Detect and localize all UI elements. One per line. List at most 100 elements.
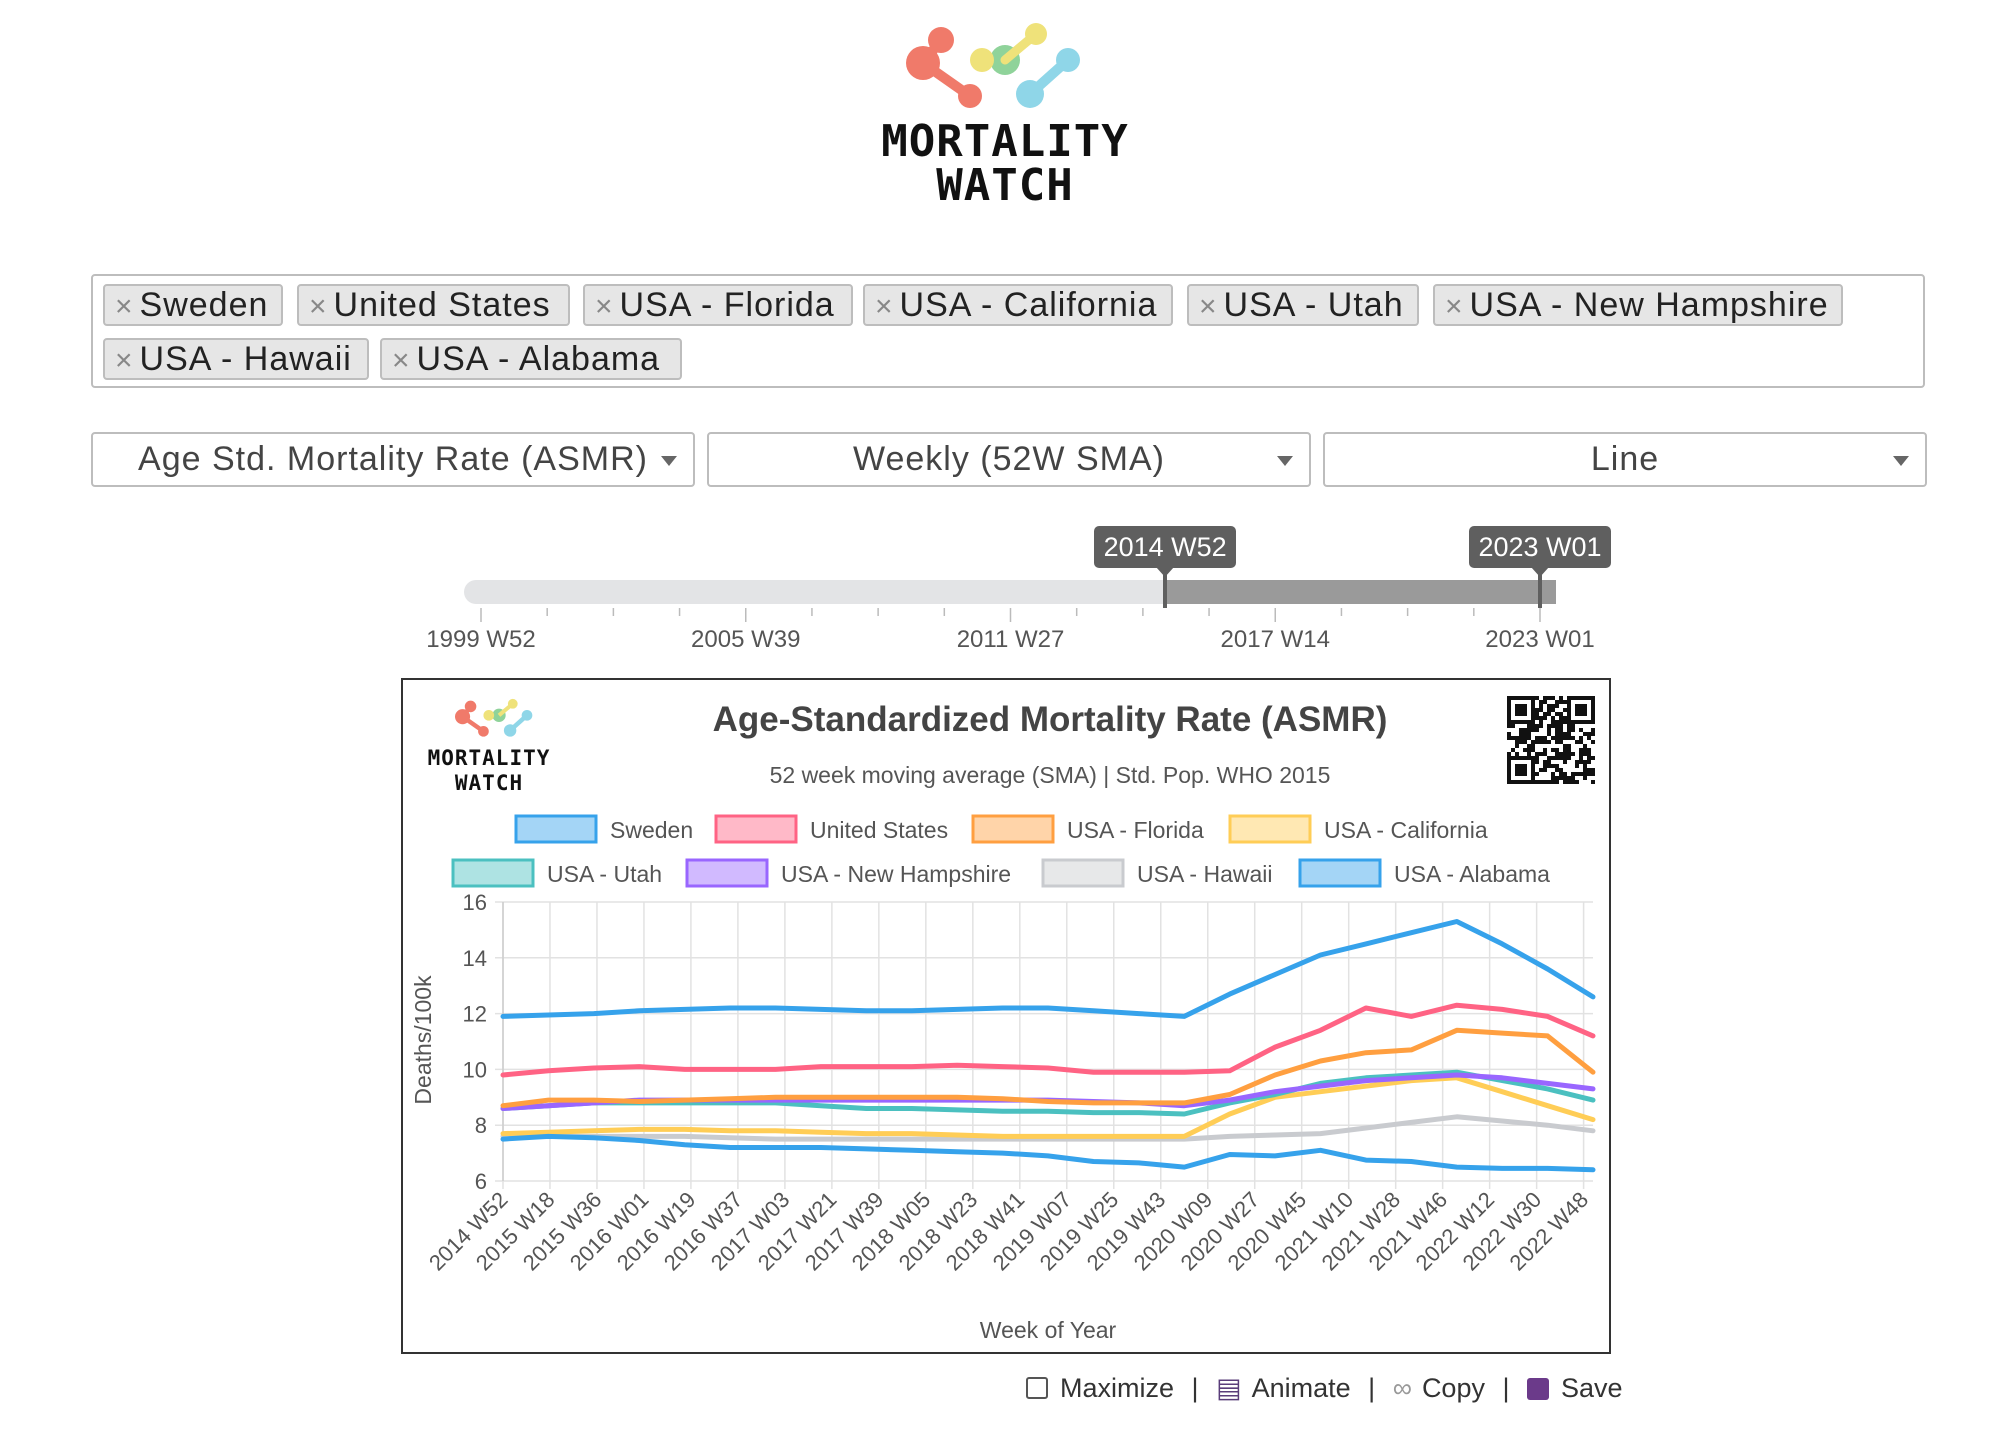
slider-selected-range xyxy=(1165,580,1556,604)
country-tag[interactable]: × United States xyxy=(297,284,570,326)
legend-label: USA - California xyxy=(1324,817,1488,843)
animate-button[interactable]: Animate xyxy=(1251,1373,1351,1403)
remove-tag-icon[interactable]: × xyxy=(115,344,134,377)
metric-select-value: Age Std. Mortality Rate (ASMR) xyxy=(138,440,648,478)
separator: | xyxy=(1191,1373,1199,1403)
series-line-sweden xyxy=(500,919,1596,1019)
period-select-value: Weekly (52W SMA) xyxy=(853,440,1165,478)
remove-tag-icon[interactable]: × xyxy=(1199,290,1218,323)
slider-tick-label: 1999 W52 xyxy=(426,626,536,653)
remove-tag-icon[interactable]: × xyxy=(875,290,894,323)
y-tick-label: 6 xyxy=(475,1169,487,1194)
logo-line-2: WATCH xyxy=(936,160,1074,211)
country-tag-label: USA - New Hampshire xyxy=(1469,286,1829,324)
series-line-usa-hawaii xyxy=(500,1114,1596,1142)
metric-select[interactable]: Age Std. Mortality Rate (ASMR) xyxy=(91,432,695,487)
country-tag-label: USA - California xyxy=(899,286,1158,324)
chart-type-select-value: Line xyxy=(1590,440,1660,478)
link-icon: ∞ xyxy=(1392,1373,1412,1403)
legend-swatch xyxy=(514,814,598,844)
chart-title: Age-Standardized Mortality Rate (ASMR) xyxy=(713,700,1388,739)
y-tick-label: 8 xyxy=(475,1113,487,1138)
slider-start-label: 2014 W52 xyxy=(1094,526,1237,577)
slider-tick-label: 2023 W01 xyxy=(1485,626,1595,653)
y-tick-label: 12 xyxy=(463,1002,487,1027)
slider-ticks xyxy=(480,608,1541,622)
legend-swatch xyxy=(1041,858,1125,888)
slider-end-label: 2023 W01 xyxy=(1469,526,1611,577)
y-tick-label: 10 xyxy=(463,1057,487,1082)
legend-label: USA - Utah xyxy=(547,861,662,887)
remove-tag-icon[interactable]: × xyxy=(595,290,614,323)
remove-tag-icon[interactable]: × xyxy=(392,344,411,377)
series-line-usa-california xyxy=(500,1075,1596,1139)
chevron-down-icon xyxy=(1277,456,1293,466)
legend-swatch xyxy=(1298,858,1382,888)
country-tag-label: USA - Alabama xyxy=(416,340,661,378)
legend-swatch xyxy=(971,814,1055,844)
y-tick-label: 16 xyxy=(463,890,487,915)
y-axis-title: Deaths/100k xyxy=(410,975,436,1105)
separator: | xyxy=(1502,1373,1510,1403)
country-tag[interactable]: × USA - California xyxy=(863,284,1173,326)
period-select[interactable]: Weekly (52W SMA) xyxy=(707,432,1311,487)
country-tag[interactable]: × Sweden xyxy=(103,284,283,326)
slider-handle-end[interactable] xyxy=(1538,566,1542,608)
country-select-input[interactable] xyxy=(91,274,1925,388)
series-line-united-states xyxy=(500,1002,1596,1078)
logo-icon xyxy=(906,23,1080,108)
slider-tick-label: 2017 W14 xyxy=(1220,626,1330,653)
slider-tick-label: 2005 W39 xyxy=(691,626,801,653)
remove-tag-icon[interactable]: × xyxy=(309,290,328,323)
country-tag[interactable]: × USA - Utah xyxy=(1187,284,1419,326)
x-axis-title: Week of Year xyxy=(980,1317,1117,1343)
country-tag-label: USA - Hawaii xyxy=(139,340,352,378)
legend-label: Sweden xyxy=(610,817,693,843)
chart-subtitle: 52 week moving average (SMA) | Std. Pop.… xyxy=(770,762,1331,788)
legend-label: USA - Florida xyxy=(1067,817,1204,843)
country-tag[interactable]: × USA - New Hampshire xyxy=(1433,284,1843,326)
mortality-watch-logo[interactable]: MORTALITY WATCH xyxy=(870,16,1140,211)
slider-tick-label: 2011 W27 xyxy=(956,626,1065,653)
y-tick-label: 14 xyxy=(463,946,487,971)
country-tag-label: USA - Utah xyxy=(1223,286,1404,324)
floppy-disk-icon xyxy=(1527,1378,1550,1400)
footer-actions: Maximize | ▤ Animate | ∞ Copy | Save xyxy=(1026,1373,1623,1404)
legend-swatch xyxy=(451,858,535,888)
chart-container: MORTALITY WATCH Age-Standardized Mortali… xyxy=(401,678,1611,1354)
series-line-usa-alabama xyxy=(500,1133,1596,1173)
country-tag[interactable]: × USA - Hawaii xyxy=(103,338,369,380)
remove-tag-icon[interactable]: × xyxy=(115,290,134,323)
remove-tag-icon[interactable]: × xyxy=(1445,290,1464,323)
copy-button[interactable]: Copy xyxy=(1421,1373,1485,1403)
legend-label: USA - Alabama xyxy=(1394,861,1550,887)
legend-swatch xyxy=(685,858,769,888)
legend-label: USA - Hawaii xyxy=(1137,861,1272,887)
chart-logo-icon xyxy=(455,698,533,737)
save-button[interactable]: Save xyxy=(1561,1373,1623,1403)
maximize-checkbox[interactable] xyxy=(1026,1377,1048,1399)
series-line-usa-florida xyxy=(500,1027,1596,1109)
asmr-line-chart: Age-Standardized Mortality Rate (ASMR) 52… xyxy=(410,700,1596,1343)
country-tag-label: USA - Florida xyxy=(619,286,835,324)
qr-code xyxy=(1507,696,1595,784)
country-tag[interactable]: × USA - Florida xyxy=(583,284,853,326)
country-tag[interactable]: × USA - Alabama xyxy=(380,338,682,380)
chevron-down-icon xyxy=(661,456,677,466)
legend-label: USA - New Hampshire xyxy=(781,861,1011,887)
legend-swatch xyxy=(1228,814,1312,844)
chart-logo-line-1: MORTALITY xyxy=(427,746,551,770)
country-tag-label: Sweden xyxy=(139,286,269,324)
slider-handle-start[interactable] xyxy=(1163,566,1168,608)
date-range-slider[interactable] xyxy=(464,580,1556,604)
maximize-label[interactable]: Maximize xyxy=(1060,1373,1175,1403)
legend-swatch xyxy=(714,814,798,844)
logo-line-1: MORTALITY xyxy=(881,116,1129,167)
legend-label: United States xyxy=(810,817,948,843)
clapperboard-icon: ▤ xyxy=(1216,1373,1242,1403)
chevron-down-icon xyxy=(1893,456,1909,466)
separator: | xyxy=(1368,1373,1376,1403)
country-tag-label: United States xyxy=(333,286,551,324)
series-line-usa-utah xyxy=(500,1069,1596,1117)
chart-type-select[interactable]: Line xyxy=(1323,432,1927,487)
